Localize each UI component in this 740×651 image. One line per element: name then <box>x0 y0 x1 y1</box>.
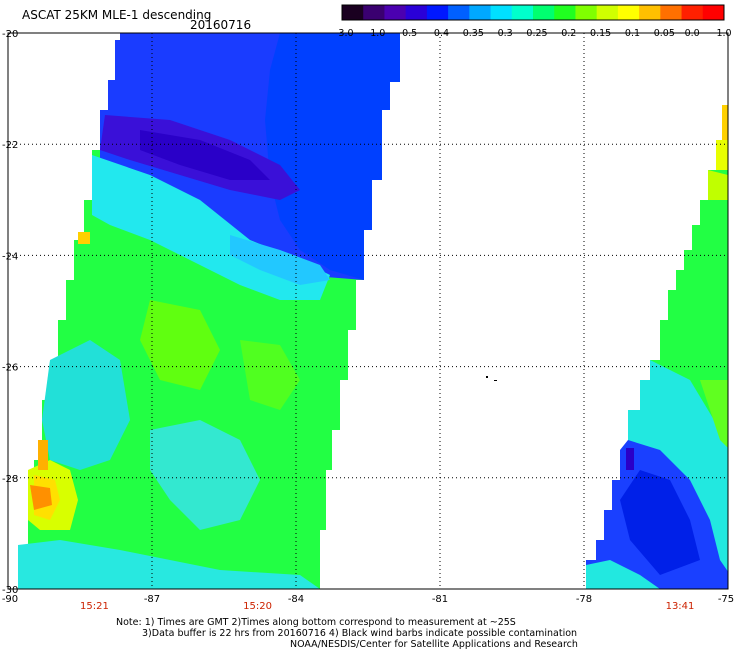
lon-label: -75 <box>718 594 734 605</box>
colorbar-segment <box>363 5 385 20</box>
latitude-labels: -20 -22 -24 -26 -28 -30 <box>2 29 18 596</box>
swath-time-label: 15:20 <box>243 601 272 612</box>
lat-label: -28 <box>2 474 18 485</box>
lat-label: -22 <box>2 140 18 151</box>
colorbar-segment <box>405 5 428 20</box>
colorbar-tick-label: −0.2 <box>553 28 576 39</box>
colorbar-segment <box>342 5 364 20</box>
colorbar-segment <box>490 5 513 20</box>
product-title: ASCAT 25KM MLE-1 descending <box>22 8 211 22</box>
swath-data <box>18 33 728 589</box>
wind-barb-marks <box>486 376 497 381</box>
note-line-3: NOAA/NESDIS/Center for Satellite Applica… <box>290 639 578 650</box>
swath-time-label: 15:21 <box>80 601 109 612</box>
colorbar-tick-label: 0.0 <box>685 28 700 39</box>
lon-label: -78 <box>576 594 592 605</box>
colorbar-tick-label: 1.0 <box>716 28 731 39</box>
lat-label: -30 <box>2 585 18 596</box>
title-date: 20160716 <box>190 18 251 32</box>
graticule <box>7 32 729 590</box>
colorbar-tick-label: −0.15 <box>582 28 611 39</box>
lon-label: -90 <box>2 594 18 605</box>
colorbar-tick-label: −0.05 <box>646 28 675 39</box>
swath-time-label: 13:41 <box>666 601 695 612</box>
colorbar-segment <box>681 5 704 20</box>
swath-time-labels: 15:21 15:20 13:41 <box>80 601 694 612</box>
lat-label: -26 <box>2 363 18 374</box>
lat-label: -24 <box>2 251 18 262</box>
colorbar-segment <box>575 5 598 20</box>
colorbar-segment <box>596 5 619 20</box>
lat-label: -20 <box>2 29 18 40</box>
lon-label: -87 <box>144 594 160 605</box>
colorbar-tick-label: −0.5 <box>394 28 417 39</box>
longitude-labels: -90 -87 -84 -81 -78 -75 <box>2 594 734 605</box>
colorbar-segment <box>639 5 661 20</box>
colorbar-segment <box>511 5 534 20</box>
colorbar-segment <box>660 5 683 20</box>
colorbar-segment <box>426 5 449 20</box>
note-line-2: 3)Data buffer is 22 hrs from 20160716 4)… <box>142 628 578 639</box>
colorbar-segment <box>554 5 576 20</box>
colorbar-tick-label: −0.3 <box>490 28 513 39</box>
colorbar-tick-labels: −3.0 −1.0 −0.5 −0.4 −0.35 −0.3 −0.25 −0.2 −0.15−… <box>330 28 731 39</box>
lon-label: -81 <box>432 594 448 605</box>
colorbar-segment <box>469 5 492 20</box>
colorbar-segment <box>702 5 725 20</box>
colorbar-segment <box>448 5 470 20</box>
colorbar-tick-label: −0.25 <box>518 28 547 39</box>
lon-label: -84 <box>288 594 304 605</box>
colorbar-frame <box>341 4 725 21</box>
east-swath <box>586 82 728 589</box>
colorbar-tick-label: −0.1 <box>617 28 640 39</box>
colorbar-segment <box>384 5 407 20</box>
colorbar <box>341 4 725 21</box>
colorbar-tick-label: −0.35 <box>455 28 484 39</box>
colorbar-segment <box>533 5 555 20</box>
west-swath <box>18 33 400 589</box>
colorbar-tick-label: −3.0 <box>330 28 353 39</box>
colorbar-tick-label: −1.0 <box>362 28 385 39</box>
colorbar-tick-label: −0.4 <box>426 28 449 39</box>
note-line-1: Note: 1) Times are GMT 2)Times along bot… <box>116 617 516 628</box>
colorbar-segment <box>617 5 640 20</box>
